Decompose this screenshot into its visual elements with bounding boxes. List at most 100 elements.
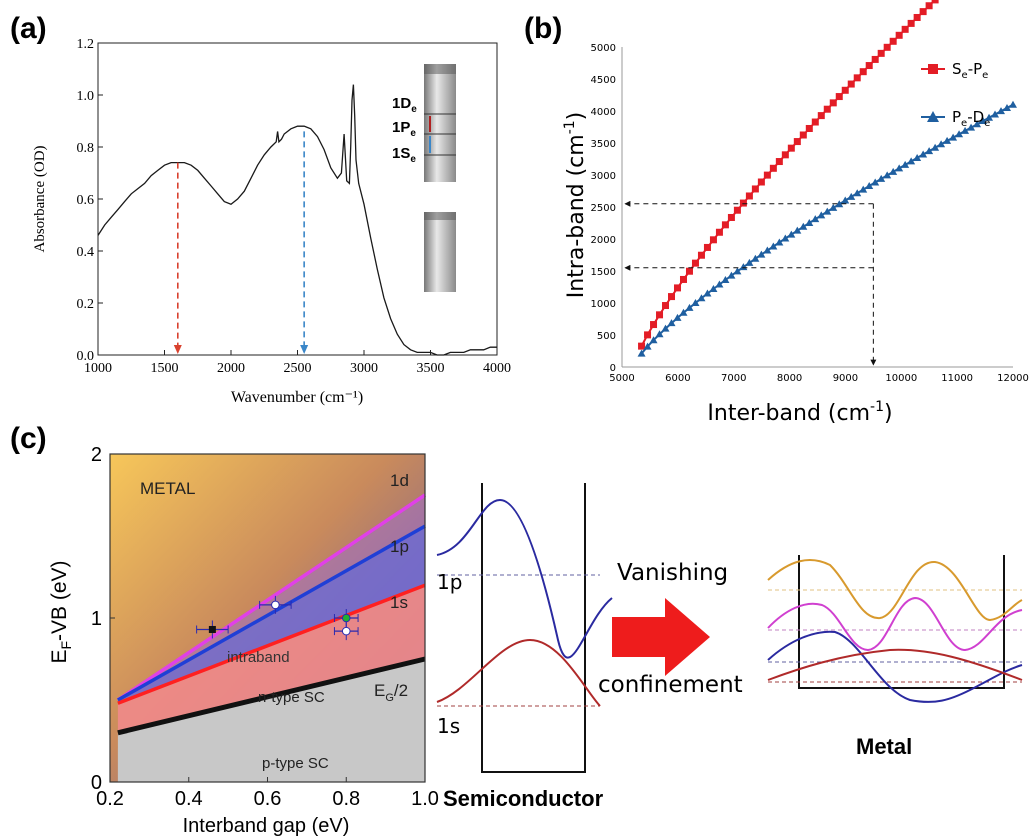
panel-b-point-pe-de bbox=[787, 230, 796, 238]
panel-b-point-se-pe bbox=[871, 55, 879, 63]
panel-b-point-pe-de bbox=[811, 215, 820, 223]
panel-c-label-1p: 1p bbox=[390, 537, 409, 556]
panel-b-point-se-pe bbox=[853, 74, 861, 82]
panel-b-ytick-label: 0 bbox=[610, 363, 616, 374]
panel-b-point-se-pe bbox=[638, 342, 646, 350]
panel-b-point-pe-de bbox=[781, 234, 790, 242]
panel-b-point-pe-de bbox=[1009, 100, 1017, 108]
panel-b-point-pe-de bbox=[835, 200, 844, 208]
panel-b-point-se-pe bbox=[662, 302, 670, 310]
panel-b-point-pe-de bbox=[643, 342, 652, 350]
panel-c-label-ntype: n-type SC bbox=[258, 689, 325, 706]
panel-b-point-se-pe bbox=[668, 293, 676, 301]
panel-b-point-se-pe bbox=[799, 131, 807, 139]
metal-wave-2 bbox=[767, 596, 1023, 652]
legend-marker-se-pe bbox=[928, 64, 938, 74]
panel-b-xtick-label: 5000 bbox=[609, 373, 634, 384]
sc-label-1s: 1s bbox=[437, 714, 460, 738]
panel-b-point-pe-de bbox=[679, 308, 688, 316]
panel-a-ytick-label: 0.6 bbox=[77, 193, 95, 208]
panel-a-ytick-label: 0.2 bbox=[77, 297, 95, 312]
panel-b-point-pe-de bbox=[751, 254, 760, 262]
semiconductor-label: Semiconductor bbox=[443, 786, 604, 811]
panel-b-point-se-pe bbox=[751, 185, 759, 193]
panel-b-point-se-pe bbox=[907, 19, 915, 27]
panel-b-point-pe-de bbox=[883, 171, 892, 179]
panel-a-xtick-label: 3500 bbox=[417, 361, 445, 376]
confinement-label: confinement bbox=[598, 672, 743, 698]
panel-b-point-se-pe bbox=[889, 37, 897, 45]
panel-b-point-pe-de bbox=[949, 133, 958, 141]
panel-b-point-pe-de bbox=[985, 113, 994, 121]
panel-b-point-pe-de bbox=[919, 150, 928, 158]
panel-b-point-pe-de bbox=[967, 123, 976, 131]
panel-b-ylabel: Intra-band (cm-1) bbox=[562, 112, 589, 299]
panel-b-chart: 5000 6000 7000 8000 9000 10000 11000 12000 0 500 1… bbox=[591, 0, 1029, 384]
panel-b-point-se-pe bbox=[727, 213, 735, 221]
panel-b-point-pe-de bbox=[955, 130, 964, 138]
panel-b-point-pe-de bbox=[865, 182, 874, 190]
panel-c-xtick-label: 0.4 bbox=[175, 788, 203, 810]
panel-c-datapoint bbox=[341, 626, 351, 636]
schematic-semiconductor bbox=[436, 483, 613, 773]
panel-b-point-pe-de bbox=[709, 284, 718, 292]
panel-b-point-se-pe bbox=[715, 228, 723, 236]
panel-a-label: (a) bbox=[10, 12, 47, 45]
panel-b-point-se-pe bbox=[877, 49, 885, 57]
panel-a-xlabel: Wavenumber (cm⁻¹) bbox=[231, 389, 363, 406]
panel-c-ylabel: EF-VB (eV) bbox=[48, 560, 74, 663]
panel-b-point-pe-de bbox=[775, 238, 784, 246]
panel-c-label-ptype: p-type SC bbox=[262, 755, 329, 772]
panel-b-point-pe-de bbox=[715, 280, 724, 288]
panel-b-legend: Se-Pe Pe-De bbox=[921, 60, 990, 129]
panel-b-point-se-pe bbox=[895, 31, 903, 39]
panel-b-point-pe-de bbox=[805, 218, 814, 226]
panel-c-datapoint bbox=[341, 613, 351, 623]
panel-b-point-pe-de bbox=[649, 336, 658, 344]
panel-c-region-ptype bbox=[117, 659, 425, 782]
panel-b-point-pe-de bbox=[841, 196, 850, 204]
panel-b-point-se-pe bbox=[703, 243, 711, 251]
panel-b-point-pe-de bbox=[937, 140, 946, 148]
panel-b-point-pe-de bbox=[979, 116, 988, 124]
inset-label-1d: 1De bbox=[392, 95, 417, 115]
panel-c-ytick-label: 1 bbox=[91, 608, 102, 630]
panel-c-xtick-label: 0.8 bbox=[332, 788, 360, 810]
panel-b-point-pe-de bbox=[733, 267, 742, 275]
inset-vial-bottom bbox=[424, 212, 456, 292]
panel-b-ytick-label: 2000 bbox=[591, 235, 616, 246]
panel-b-point-pe-de bbox=[793, 226, 802, 234]
panel-b-point-se-pe bbox=[931, 0, 939, 4]
panel-b-point-pe-de bbox=[847, 192, 856, 200]
sc-wavefunction-1p bbox=[436, 498, 613, 659]
panel-b-xlabel: Inter-band (cm-1) bbox=[707, 399, 892, 426]
panel-b-series-line bbox=[640, 0, 937, 347]
panel-b-point-pe-de bbox=[697, 294, 706, 302]
panel-a-xtick-label: 2000 bbox=[217, 361, 245, 376]
panel-b-ytick-label: 4000 bbox=[591, 107, 616, 118]
panel-b-ytick-label: 3500 bbox=[591, 139, 616, 150]
panel-b-point-pe-de bbox=[763, 246, 772, 254]
panel-a-arrow-head bbox=[173, 345, 182, 354]
panel-a-arrow-head bbox=[300, 345, 309, 354]
panel-c-label-1s: 1s bbox=[390, 593, 408, 612]
panel-b-point-pe-de bbox=[853, 189, 862, 197]
panel-b-point-pe-de bbox=[703, 289, 712, 297]
panel-b-ytick-label: 5000 bbox=[591, 43, 616, 54]
panel-b-ytick-label: 1000 bbox=[591, 299, 616, 310]
panel-b-ytick-label: 1500 bbox=[591, 267, 616, 278]
panel-a-ytick-label: 1.0 bbox=[77, 89, 95, 104]
panel-b-point-pe-de bbox=[943, 136, 952, 144]
panel-b-point-se-pe bbox=[883, 43, 891, 51]
panel-b-point-se-pe bbox=[691, 259, 699, 267]
panel-a-xtick-label: 4000 bbox=[483, 361, 511, 376]
sc-potential-well bbox=[481, 483, 586, 773]
panel-c-region-ntype bbox=[117, 585, 426, 733]
panel-c-label-intraband: intraband bbox=[227, 649, 290, 666]
panel-b-point-pe-de bbox=[721, 276, 730, 284]
panel-a-xtick-label: 1000 bbox=[84, 361, 112, 376]
panel-b-point-pe-de bbox=[745, 258, 754, 266]
panel-b-point-pe-de bbox=[685, 303, 694, 311]
panel-b-label: (b) bbox=[524, 12, 562, 45]
